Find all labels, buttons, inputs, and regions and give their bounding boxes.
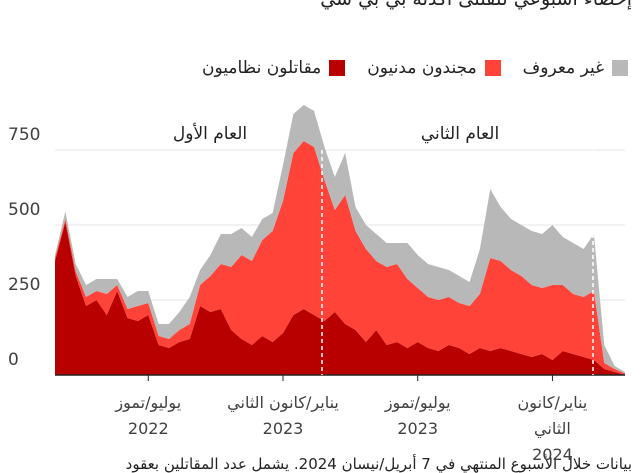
- x-tick-label: يوليو/تموز 2022: [115, 393, 182, 438]
- x-tick-label: يناير/كانون الثاني 2023: [227, 393, 339, 438]
- area: [55, 222, 625, 375]
- legend: غير معروف مجندون مدنيون مقاتلون نظاميون: [202, 58, 628, 78]
- x-tick-label: يناير/كانون الثاني 2024: [517, 393, 588, 464]
- legend-swatch: [612, 60, 628, 76]
- y-tick-label: 500: [8, 200, 40, 220]
- legend-item: مقاتلون نظاميون: [202, 58, 346, 78]
- footnote: بيانات خلال الأسبوع المنتهي في 7 أبريل/ن…: [125, 455, 632, 473]
- legend-swatch: [329, 60, 346, 76]
- x-tick-label: يوليو/تموز 2023: [384, 393, 451, 438]
- legend-swatch: [484, 60, 501, 76]
- legend-label: مقاتلون نظاميون: [202, 58, 322, 78]
- annotation: العام الأول: [172, 124, 248, 144]
- chart-title: إحصاء أسبوعي للقتلى أكدته بي بي سي: [320, 0, 632, 10]
- y-tick-label: 0: [8, 350, 19, 370]
- legend-item: مجندون مدنيون: [367, 58, 501, 78]
- area: [55, 105, 625, 374]
- y-tick-label: 250: [8, 275, 40, 295]
- y-tick-label: 750: [8, 125, 40, 145]
- area: [55, 141, 625, 375]
- legend-label: مجندون مدنيون: [367, 58, 477, 78]
- legend-item: غير معروف: [523, 58, 628, 78]
- annotation: العام الثاني: [420, 124, 500, 144]
- legend-label: غير معروف: [522, 58, 604, 78]
